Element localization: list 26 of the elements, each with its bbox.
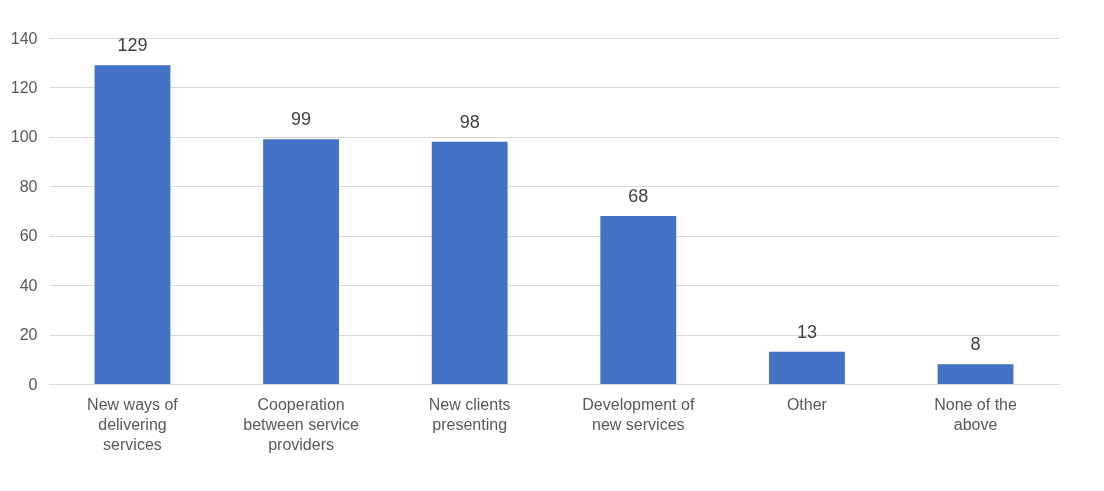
- bar: [431, 141, 508, 384]
- y-tick-label: 40: [19, 276, 38, 294]
- y-tick-label: 0: [28, 375, 38, 393]
- data-label: 129: [117, 35, 148, 56]
- bar: [600, 215, 677, 384]
- x-tick-label: New clients presenting: [428, 395, 511, 433]
- x-tick-label: New ways of delivering services: [87, 395, 179, 453]
- data-label: 68: [628, 185, 649, 206]
- x-tick-label: Cooperation between service providers: [243, 395, 359, 453]
- y-tick-label: 20: [19, 326, 38, 344]
- y-tick-label: 80: [19, 177, 38, 195]
- bar: [94, 65, 171, 384]
- bar: [937, 364, 1014, 384]
- data-label: 98: [459, 111, 480, 132]
- data-label: 99: [291, 109, 312, 130]
- y-tick-label: 60: [19, 227, 38, 245]
- data-label: 8: [970, 334, 981, 355]
- bar: [768, 351, 845, 384]
- y-tick-label: 140: [10, 29, 38, 47]
- bar: [263, 139, 340, 384]
- x-tick-label: None of the above: [934, 395, 1017, 433]
- x-tick-label: Development of new services: [582, 395, 695, 433]
- y-tick-label: 100: [10, 128, 38, 146]
- y-tick-label: 120: [10, 78, 38, 96]
- data-label: 13: [796, 321, 817, 342]
- x-tick-label: Other: [786, 395, 828, 413]
